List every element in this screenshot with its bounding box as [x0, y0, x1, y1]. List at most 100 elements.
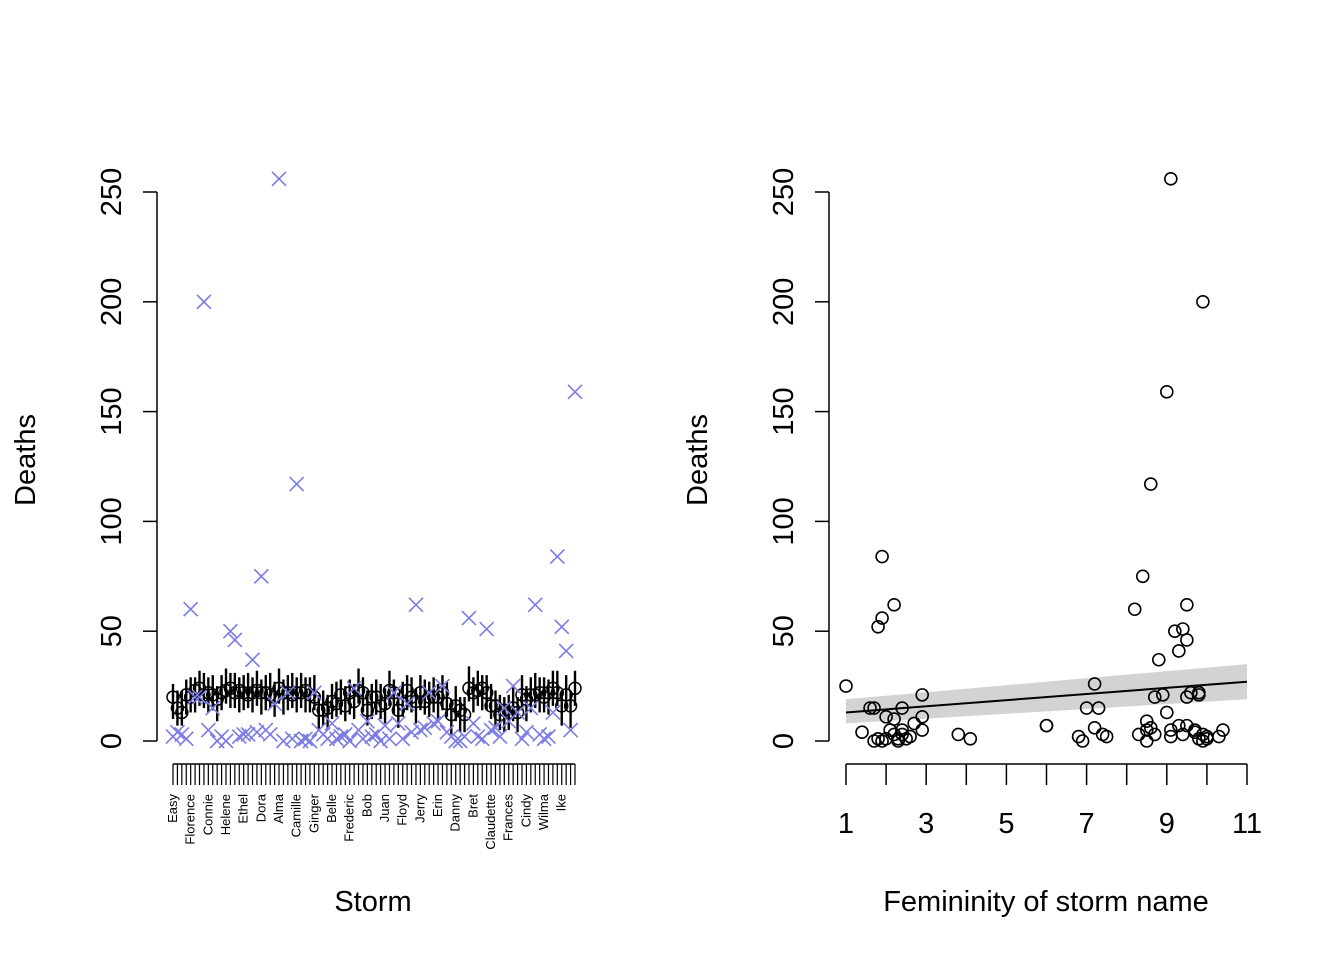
right-data-point — [855, 725, 869, 740]
left-predicted-point — [400, 683, 414, 698]
right-x-tick-label: 7 — [1079, 808, 1095, 840]
left-predicted-point — [378, 696, 392, 711]
left-observed-point — [483, 722, 499, 738]
left-observed-point — [536, 731, 552, 747]
left-predicted-point — [206, 688, 220, 702]
left-observed-point — [355, 731, 371, 747]
right-data-point — [1143, 477, 1158, 491]
left-predicted-point — [506, 701, 520, 715]
right-data-point — [1180, 633, 1194, 647]
left-storm-label: Easy — [165, 794, 180, 823]
left-y-axis: 0 50 100 150 200 250 — [96, 168, 158, 749]
left-predicted-point — [532, 685, 547, 700]
left-storm-label: Bob — [359, 794, 374, 817]
left-observed-point — [523, 700, 539, 716]
left-observed-point — [390, 715, 406, 731]
left-predicted-point — [183, 690, 198, 704]
left-observed-point — [518, 724, 534, 740]
left-observed-point — [426, 715, 442, 731]
left-observed-point — [359, 713, 375, 729]
left-storm-label: Bret — [465, 794, 480, 818]
left-predicted-point — [175, 705, 189, 720]
right-data-point — [895, 701, 909, 715]
right-data-point — [1039, 718, 1054, 733]
left-predicted-point — [479, 685, 494, 700]
left-predicted-point — [519, 692, 534, 707]
right-confidence-band — [846, 664, 1247, 724]
right-data-point — [867, 701, 881, 715]
left-observed-point — [510, 704, 526, 721]
left-predicted-point — [192, 681, 207, 696]
right-data-point — [915, 723, 929, 737]
left-predicted-point — [395, 696, 410, 711]
right-data-point — [1075, 734, 1090, 748]
left-observed-point — [244, 652, 261, 668]
left-observed-point — [306, 685, 322, 701]
right-y-tick-label: 50 — [768, 615, 800, 647]
right-data-point — [1184, 685, 1198, 700]
right-fit-line — [845, 680, 1248, 714]
right-data-point — [875, 611, 889, 625]
left-observed-point — [253, 568, 269, 584]
left-observed-point — [558, 643, 574, 659]
right-data-point — [915, 688, 929, 702]
right-data-point — [1147, 690, 1162, 704]
right-x-tick-label: 1 — [838, 808, 854, 840]
left-predicted-point — [272, 681, 286, 696]
left-observed-point — [324, 715, 340, 731]
right-data-point — [887, 712, 901, 726]
left-observed-point — [549, 548, 565, 565]
left-observed-point — [169, 724, 185, 740]
right-data-point — [839, 679, 853, 693]
left-storm-label: Jerry — [412, 794, 427, 823]
left-observed-point — [275, 733, 292, 749]
right-x-axis: 1 3 5 7 9 11 — [838, 763, 1262, 840]
left-storm-label: Belle — [324, 794, 339, 823]
left-observed-point — [205, 700, 221, 716]
left-predicted-point — [563, 699, 578, 713]
right-data-point — [1196, 294, 1210, 309]
right-data-point — [1099, 729, 1114, 744]
left-observed-point — [218, 733, 234, 749]
right-x-tick-label: 11 — [1232, 808, 1262, 840]
left-storm-label: Danny — [448, 794, 463, 832]
left-observed-point — [187, 689, 203, 705]
left-y-tick-label: 250 — [96, 168, 128, 216]
left-predicted-point — [510, 705, 525, 720]
left-observed-point — [337, 726, 353, 742]
left-predicted-point — [369, 690, 383, 704]
left-observed-point — [373, 733, 389, 749]
left-predicted-point — [210, 692, 224, 707]
right-data-point — [1143, 721, 1158, 735]
left-predicted-point — [338, 699, 353, 713]
right-data-point — [1151, 652, 1166, 667]
right-data-point — [907, 716, 921, 731]
left-predicted-point — [493, 707, 507, 722]
left-predicted-point — [524, 688, 538, 702]
right-panel: 0 50 100 150 200 250 1 3 5 7 9 11 Femininity of st… — [682, 168, 1262, 918]
right-data-point — [1071, 729, 1086, 744]
left-observed-point — [492, 729, 508, 745]
left-predicted-point — [475, 681, 489, 696]
right-x-tick-label: 5 — [998, 808, 1014, 840]
left-storm-label: Florence — [183, 794, 198, 845]
left-x-axis-title: Storm — [334, 886, 411, 918]
confidence-band — [846, 664, 1247, 724]
right-data-point — [1135, 569, 1150, 584]
right-data-point — [1212, 729, 1226, 744]
left-observed-point — [470, 729, 486, 745]
left-storm-label: Connie — [200, 794, 215, 835]
left-observed-point — [430, 713, 446, 729]
left-storm-label: Alma — [271, 793, 286, 823]
left-predicted-point — [541, 685, 556, 700]
left-predicted-point — [484, 699, 498, 713]
left-storm-label: Wilma — [536, 793, 551, 830]
right-data-point — [1164, 723, 1178, 737]
left-storm-label: Floyd — [395, 794, 410, 826]
left-observed-point — [514, 731, 530, 747]
left-predicted-point — [422, 690, 436, 704]
left-predicted-point — [404, 690, 419, 704]
left-observed-point — [222, 623, 238, 639]
right-data-point — [863, 701, 877, 715]
